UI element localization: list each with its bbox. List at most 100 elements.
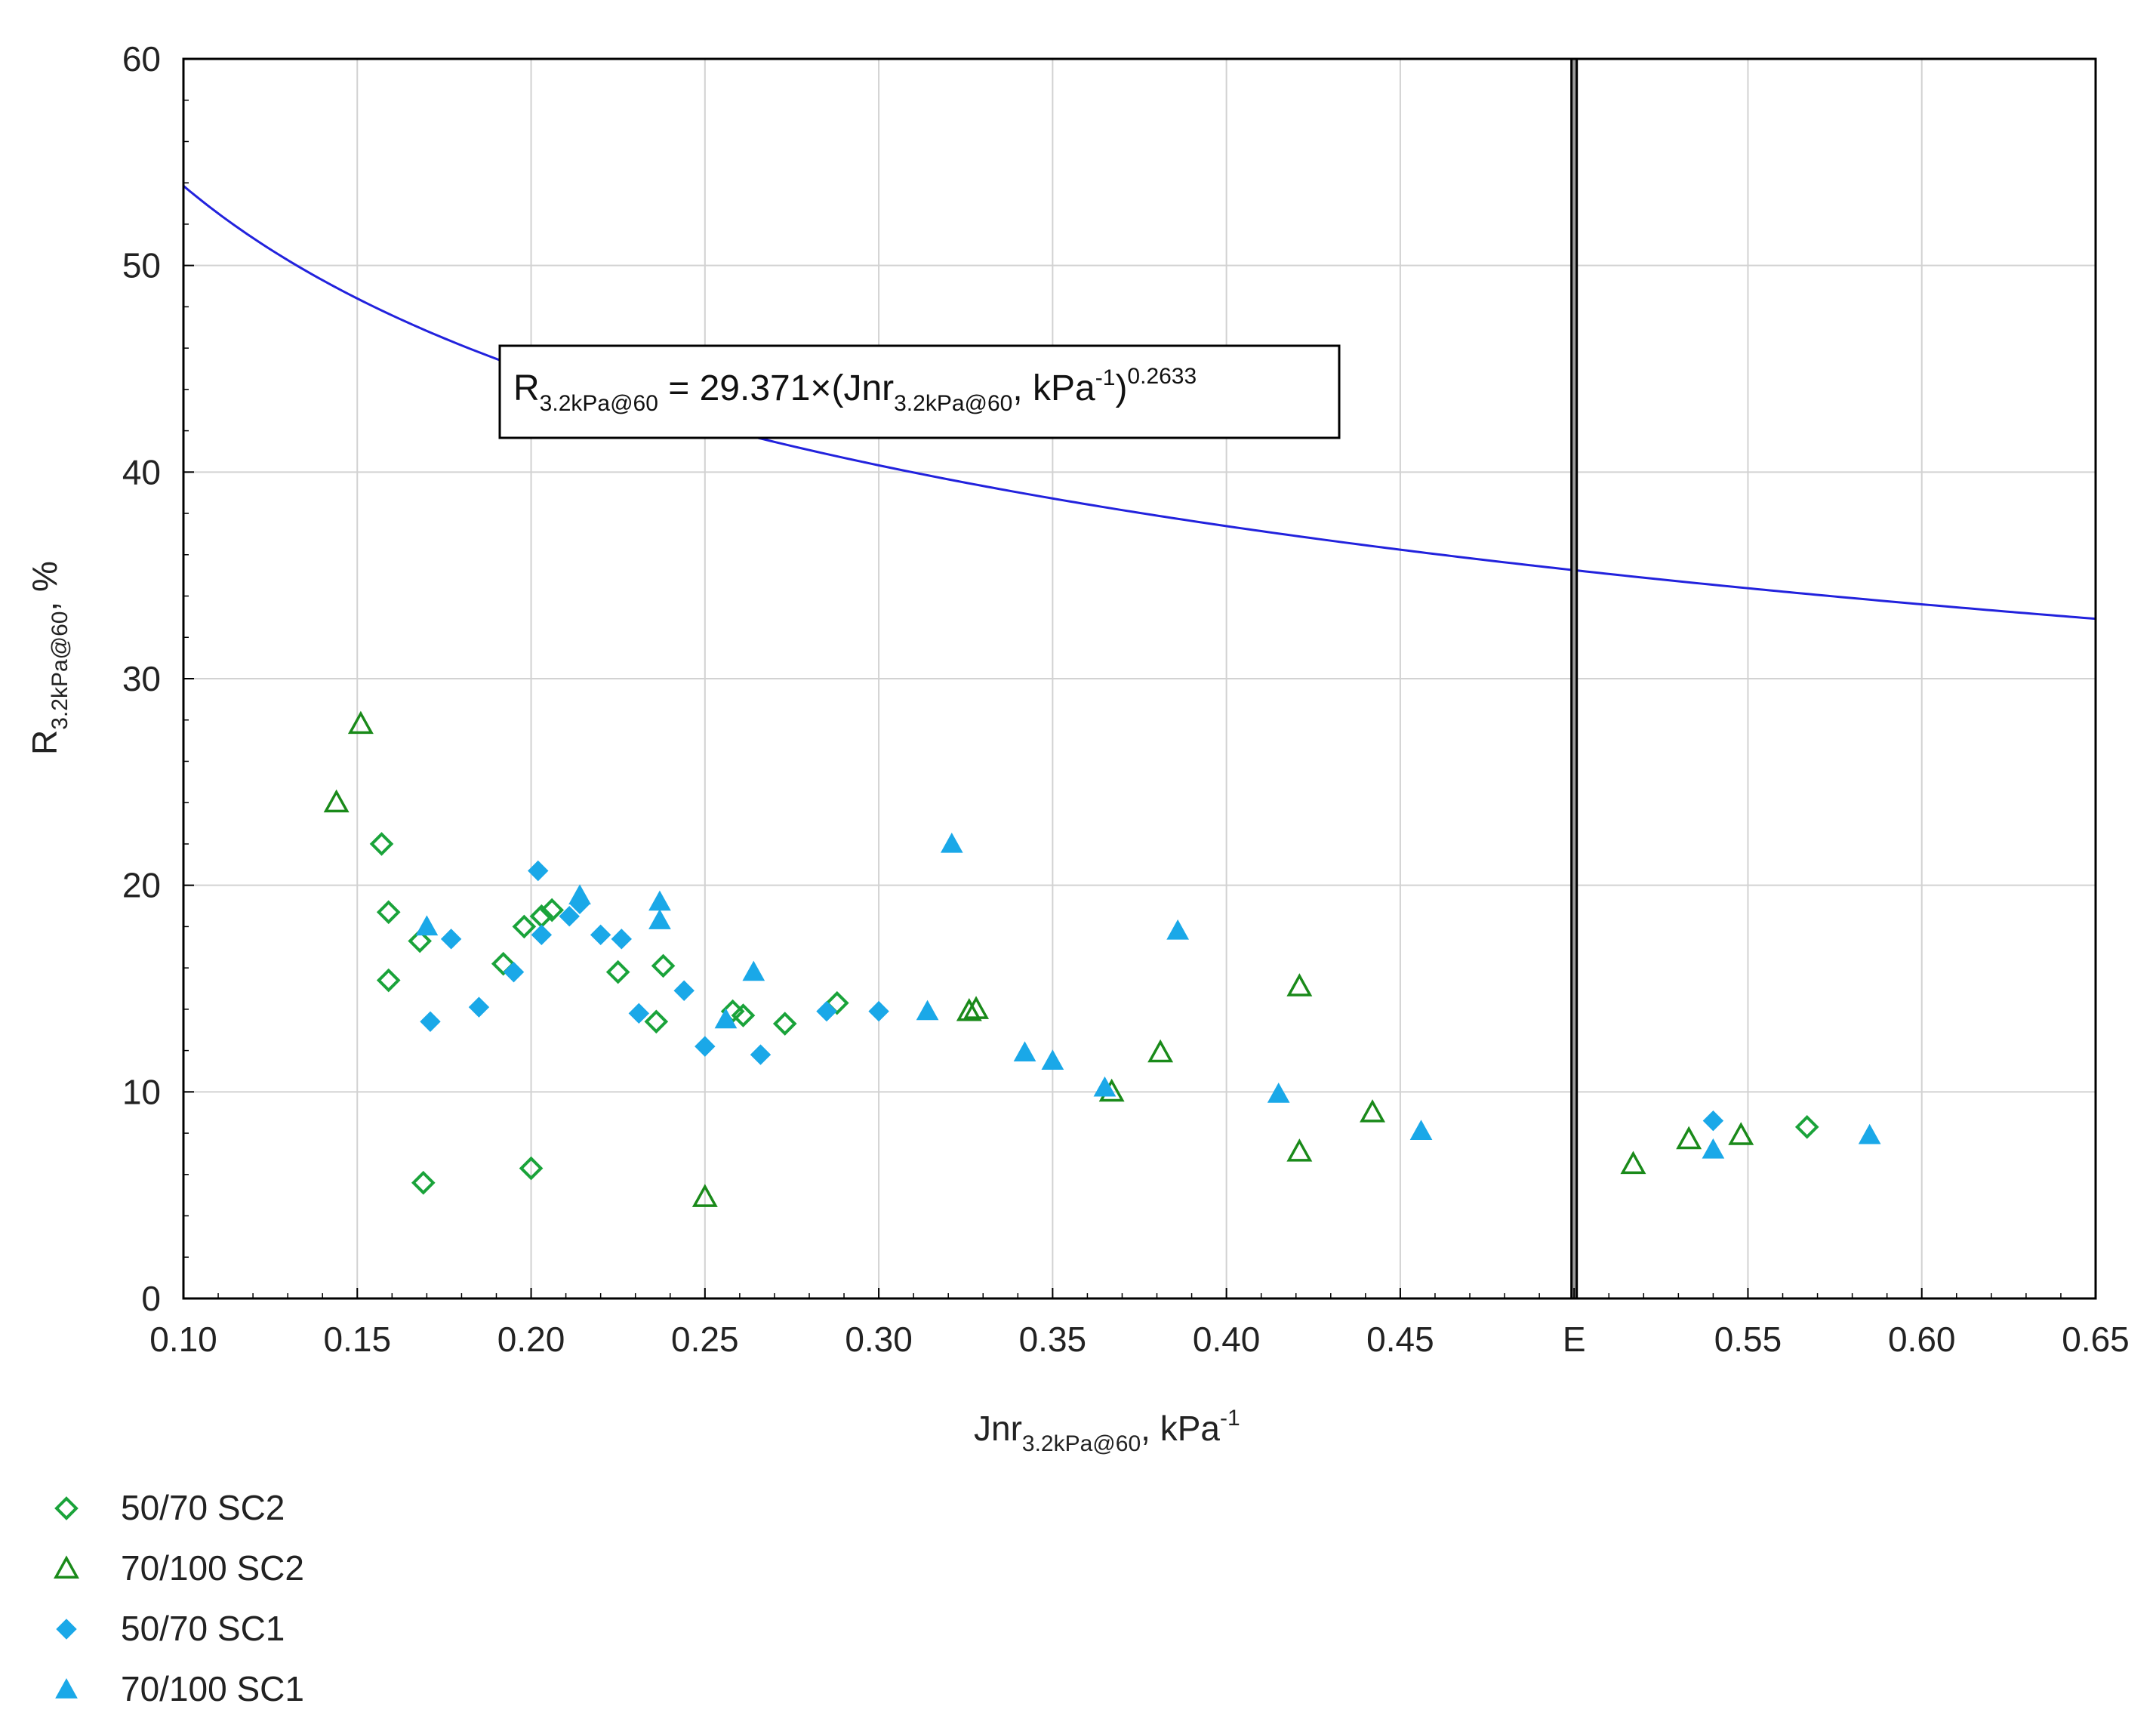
data-point — [369, 832, 394, 856]
equation-box: R3.2kPa@60 = 29.371×(Jnr3.2kPa@60, kPa-1… — [498, 344, 1341, 439]
data-point — [411, 1170, 436, 1195]
equation-text: R3.2kPa@60 = 29.371×(Jnr3.2kPa@60, kPa-1… — [513, 364, 1197, 416]
data-point — [605, 960, 630, 984]
equation-close: ) — [1115, 368, 1127, 408]
y-axis-title-unit: , % — [25, 561, 64, 611]
equation-unit: , kPa — [1012, 368, 1095, 408]
data-point — [816, 1000, 837, 1022]
data-point — [868, 1000, 889, 1022]
data-point — [468, 996, 490, 1018]
data-point — [940, 832, 963, 853]
x-tick-label: 0.30 — [845, 1320, 913, 1359]
data-point — [1147, 1039, 1174, 1063]
legend-marker — [54, 1555, 79, 1579]
data-point — [512, 914, 537, 939]
x-tick-label: 0.20 — [497, 1320, 565, 1359]
data-point — [415, 915, 439, 936]
data-point — [742, 960, 765, 981]
data-point — [1360, 1099, 1386, 1123]
x-tick-label: E — [1563, 1320, 1586, 1359]
data-point — [731, 1003, 756, 1027]
data-point — [519, 1156, 544, 1181]
data-point — [440, 929, 462, 950]
data-point — [347, 710, 374, 735]
data-point — [916, 1000, 939, 1021]
data-point — [376, 900, 401, 925]
data-point — [1013, 1041, 1036, 1062]
data-point — [1620, 1151, 1646, 1175]
y-tick-label: 60 — [122, 39, 161, 79]
legend-marker — [55, 1677, 78, 1699]
data-point — [695, 1036, 716, 1057]
axis-ticks — [183, 58, 2096, 1299]
x-tick-label: 0.10 — [149, 1320, 217, 1359]
legend-label-70-100-sc2: 70/100 SC2 — [121, 1548, 304, 1588]
x-tick-label: 0.25 — [671, 1320, 739, 1359]
data-point — [1409, 1120, 1433, 1141]
axis-tick-labels: 0.10 0.15 0.20 0.25 0.30 0.35 0.40 0.45 E 0.55 0.6… — [122, 39, 2130, 1359]
grid-lines — [183, 59, 2096, 1298]
legend-marker — [54, 1496, 79, 1520]
x-axis-title-sup: -1 — [1220, 1406, 1240, 1431]
data-point — [1728, 1122, 1754, 1145]
data-point — [772, 1012, 797, 1036]
equation-box-frame — [498, 344, 1341, 439]
data-point — [559, 906, 580, 927]
data-point — [1041, 1049, 1064, 1070]
data-point — [1093, 1076, 1116, 1097]
data-point — [1858, 1123, 1881, 1144]
y-axis-title-sub: 3.2kPa@60 — [48, 611, 72, 730]
data-point — [540, 898, 565, 923]
x-axis-title-unit: , kPa — [1141, 1409, 1220, 1448]
data-point — [408, 929, 432, 953]
data-point — [628, 1003, 650, 1024]
data-point — [714, 1008, 738, 1029]
data-point — [1676, 1126, 1702, 1150]
x-tick-label: 0.40 — [1193, 1320, 1261, 1359]
x-tick-label: 0.60 — [1888, 1320, 1956, 1359]
data-point — [531, 924, 553, 946]
equation-lhs: R — [513, 368, 540, 408]
equation-lhs-sub: 3.2kPa@60 — [540, 391, 658, 416]
data-point — [1166, 919, 1190, 940]
data-points — [323, 710, 1881, 1207]
data-point — [503, 961, 525, 983]
data-point — [491, 951, 516, 976]
data-point — [323, 789, 350, 813]
equation-unit-sup: -1 — [1095, 365, 1116, 390]
data-point — [956, 997, 982, 1021]
legend-markers — [54, 1496, 79, 1699]
y-tick-label: 50 — [122, 246, 161, 285]
data-point — [528, 860, 549, 882]
data-point — [590, 924, 611, 946]
data-point — [1267, 1083, 1290, 1103]
x-axis-title-main: Jnr — [974, 1409, 1022, 1448]
equation-arg-sub: 3.2kPa@60 — [894, 391, 1012, 416]
data-point — [963, 996, 990, 1019]
data-point — [420, 1011, 441, 1032]
y-tick-label: 10 — [122, 1072, 161, 1111]
y-tick-label: 30 — [122, 659, 161, 698]
x-tick-label: 0.35 — [1019, 1320, 1087, 1359]
data-point — [648, 909, 671, 929]
y-axis-title: R3.2kPa@60, % — [25, 561, 72, 755]
data-point — [1286, 973, 1313, 996]
series-3 — [415, 832, 1881, 1159]
data-point — [1702, 1138, 1725, 1159]
y-tick-label: 40 — [122, 452, 161, 491]
x-axis-title: Jnr3.2kPa@60, kPa-1 — [974, 1406, 1240, 1456]
x-axis-title-sub: 3.2kPa@60 — [1022, 1431, 1141, 1456]
data-point — [644, 1009, 669, 1034]
x-tick-label: 0.45 — [1366, 1320, 1434, 1359]
x-tick-label: 0.55 — [1714, 1320, 1782, 1359]
data-point — [611, 929, 632, 950]
data-point — [824, 990, 849, 1015]
data-point — [673, 980, 695, 1001]
x-tick-label: 0.15 — [324, 1320, 392, 1359]
legend-label-70-100-sc1: 70/100 SC1 — [121, 1669, 304, 1708]
data-point — [1702, 1110, 1724, 1132]
equation-middle: = 29.371×(Jnr — [658, 368, 894, 408]
y-axis-title-main: R — [25, 730, 64, 755]
